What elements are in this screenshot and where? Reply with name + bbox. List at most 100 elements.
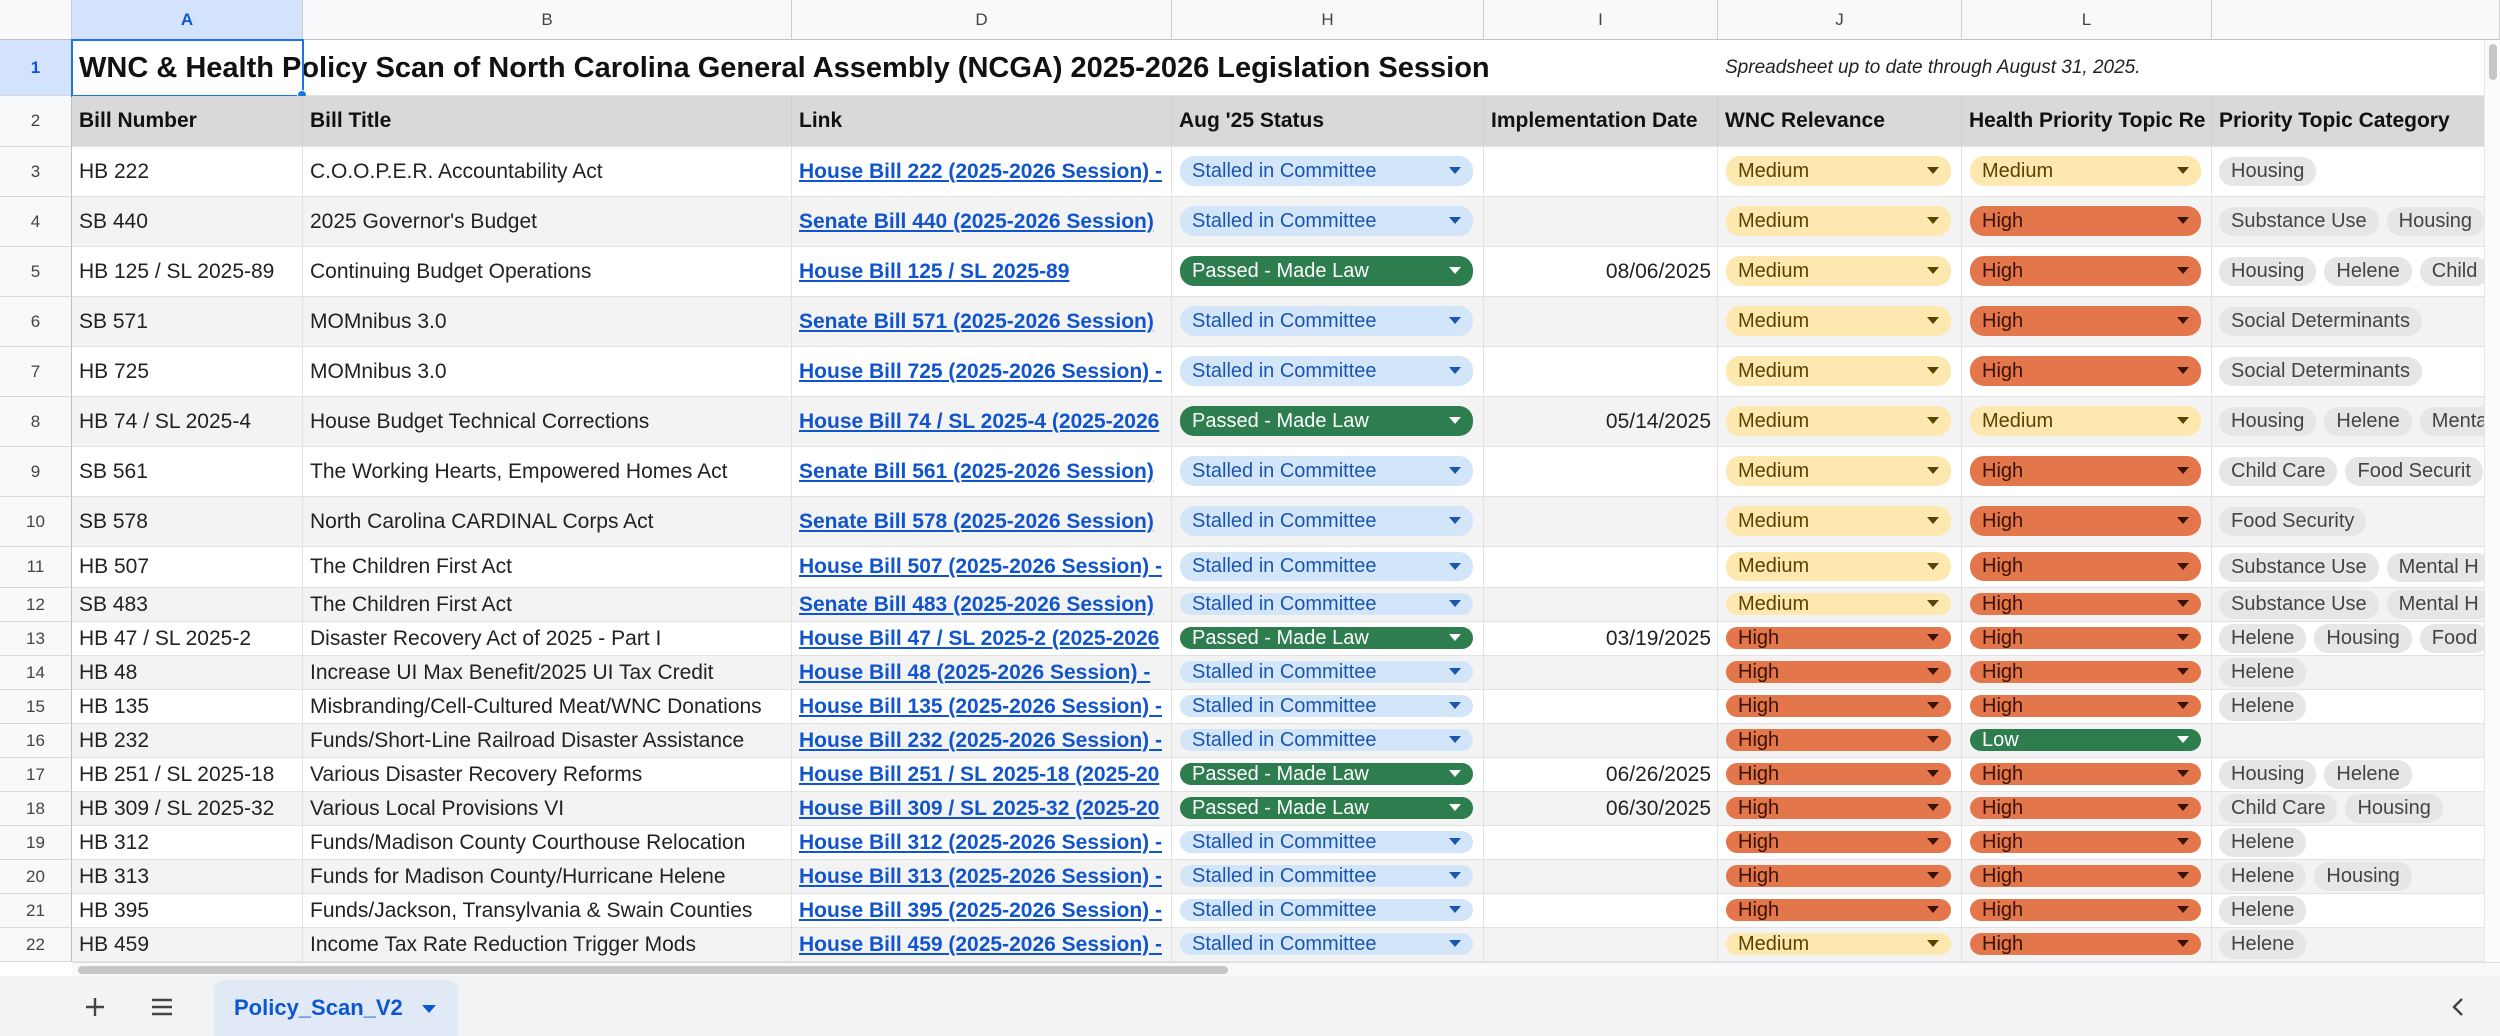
bill-link[interactable]: House Bill 125 / SL 2025-89 [799, 259, 1070, 283]
dropdown-value[interactable]: High [1738, 729, 1780, 751]
dropdown-arrow[interactable] [1927, 804, 1939, 811]
status-dropdown[interactable]: High [1726, 865, 1951, 887]
dropdown-arrow[interactable] [2177, 702, 2189, 709]
dropdown-arrow[interactable] [1449, 167, 1461, 174]
bill-link[interactable]: House Bill 395 (2025-2026 Session) - [799, 898, 1162, 922]
dropdown-value[interactable]: High [1982, 763, 2024, 785]
dropdown-arrow[interactable] [2177, 267, 2189, 274]
dropdown-value[interactable]: High [1738, 831, 1780, 853]
row-header[interactable]: 21 [0, 894, 72, 928]
v-scrollbar[interactable] [2484, 40, 2500, 962]
dropdown-value[interactable]: Medium [1738, 209, 1810, 232]
status-dropdown[interactable]: Medium [1726, 593, 1951, 615]
dropdown-arrow[interactable] [1449, 467, 1461, 474]
category-chip[interactable]: Social Determinants [2219, 357, 2422, 386]
column-title[interactable]: Implementation Date [1484, 96, 1718, 147]
dropdown-arrow[interactable] [1927, 940, 1939, 947]
dropdown-value[interactable]: Medium [1738, 593, 1810, 615]
dropdown-arrow[interactable] [1449, 668, 1461, 675]
status-dropdown[interactable]: Medium [1726, 456, 1951, 486]
dropdown-value[interactable]: Medium [1982, 409, 2054, 432]
status-dropdown[interactable]: Stalled in Committee [1180, 729, 1473, 751]
dropdown-value[interactable]: Medium [1738, 259, 1810, 282]
dropdown-value[interactable]: High [1982, 831, 2024, 853]
status-dropdown[interactable]: High [1970, 593, 2201, 615]
dropdown-value[interactable]: Stalled in Committee [1192, 831, 1377, 853]
dropdown-arrow[interactable] [1927, 167, 1939, 174]
status-dropdown[interactable]: Medium [1726, 506, 1951, 536]
dropdown-arrow[interactable] [1449, 838, 1461, 845]
category-chip[interactable]: Housing [2345, 794, 2443, 823]
dropdown-arrow[interactable] [1927, 906, 1939, 913]
column-header[interactable]: B [303, 0, 792, 40]
category-chip[interactable]: Helene [2219, 658, 2307, 687]
status-dropdown[interactable]: Passed - Made Law [1180, 406, 1473, 436]
column-title[interactable]: Bill Number [72, 96, 303, 147]
column-header[interactable]: J [1718, 0, 1962, 40]
status-dropdown[interactable]: Medium [1726, 256, 1951, 286]
status-dropdown[interactable]: High [1970, 306, 2201, 336]
category-chip[interactable]: Helene [2324, 760, 2412, 789]
category-chip[interactable]: Social Determinants [2219, 307, 2422, 336]
h-scrollbar[interactable] [72, 962, 2500, 976]
dropdown-arrow[interactable] [1449, 517, 1461, 524]
dropdown-arrow[interactable] [1927, 872, 1939, 879]
row-header[interactable]: 1 [0, 40, 72, 96]
dropdown-arrow[interactable] [1449, 770, 1461, 777]
category-chip[interactable]: Helene [2219, 862, 2307, 891]
dropdown-arrow[interactable] [2177, 940, 2189, 947]
dropdown-value[interactable]: High [1982, 627, 2024, 649]
dropdown-value[interactable]: High [1738, 695, 1780, 717]
bill-link[interactable]: House Bill 313 (2025-2026 Session) - [799, 864, 1162, 888]
status-dropdown[interactable]: High [1970, 865, 2201, 887]
bill-link[interactable]: House Bill 222 (2025-2026 Session) - [799, 159, 1162, 183]
dropdown-arrow[interactable] [1449, 906, 1461, 913]
dropdown-arrow[interactable] [2177, 517, 2189, 524]
dropdown-arrow[interactable] [1449, 417, 1461, 424]
status-dropdown[interactable]: High [1970, 797, 2201, 819]
status-dropdown[interactable]: Stalled in Committee [1180, 933, 1473, 955]
status-dropdown[interactable]: High [1726, 729, 1951, 751]
category-chip[interactable]: Housing [2219, 257, 2317, 286]
bill-link[interactable]: Senate Bill 578 (2025-2026 Session) [799, 509, 1154, 533]
category-chip[interactable]: Substance Use [2219, 207, 2379, 236]
category-chip[interactable]: Housing [2219, 760, 2317, 789]
dropdown-arrow[interactable] [1449, 367, 1461, 374]
bill-link[interactable]: House Bill 251 / SL 2025-18 (2025-20 [799, 762, 1160, 786]
dropdown-value[interactable]: Medium [1738, 509, 1810, 532]
dropdown-arrow[interactable] [2177, 770, 2189, 777]
status-dropdown[interactable]: High [1726, 661, 1951, 683]
status-dropdown[interactable]: High [1970, 899, 2201, 921]
dropdown-arrow[interactable] [1449, 267, 1461, 274]
dropdown-value[interactable]: High [1982, 459, 2024, 482]
dropdown-arrow[interactable] [1927, 417, 1939, 424]
dropdown-value[interactable]: Stalled in Committee [1192, 865, 1377, 887]
status-dropdown[interactable]: Medium [1726, 933, 1951, 955]
row-header[interactable]: 8 [0, 397, 72, 447]
status-dropdown[interactable]: Stalled in Committee [1180, 831, 1473, 853]
dropdown-arrow[interactable] [1449, 317, 1461, 324]
dropdown-arrow[interactable] [1449, 940, 1461, 947]
category-chip[interactable]: Substance Use [2219, 590, 2379, 619]
column-title[interactable]: Priority Topic Category [2212, 96, 2500, 147]
status-dropdown[interactable]: Stalled in Committee [1180, 552, 1473, 581]
dropdown-arrow[interactable] [2177, 562, 2189, 570]
column-header[interactable]: A [72, 0, 303, 40]
status-dropdown[interactable]: High [1726, 695, 1951, 717]
dropdown-value[interactable]: Passed - Made Law [1192, 797, 1369, 819]
status-dropdown[interactable]: High [1726, 797, 1951, 819]
update-note[interactable]: Spreadsheet up to date through August 31… [1725, 57, 2141, 78]
status-dropdown[interactable]: Stalled in Committee [1180, 865, 1473, 887]
dropdown-value[interactable]: Medium [1738, 409, 1810, 432]
dropdown-arrow[interactable] [1927, 668, 1939, 675]
status-dropdown[interactable]: Stalled in Committee [1180, 899, 1473, 921]
category-chip[interactable]: Housing [2386, 207, 2485, 236]
dropdown-arrow[interactable] [2177, 906, 2189, 913]
dropdown-arrow[interactable] [2177, 367, 2189, 374]
dropdown-arrow[interactable] [1927, 770, 1939, 777]
dropdown-value[interactable]: Medium [1738, 459, 1810, 482]
dropdown-value[interactable]: Stalled in Committee [1192, 593, 1377, 615]
dropdown-value[interactable]: Passed - Made Law [1192, 259, 1369, 282]
status-dropdown[interactable]: High [1726, 763, 1951, 785]
dropdown-value[interactable]: High [1982, 661, 2024, 683]
